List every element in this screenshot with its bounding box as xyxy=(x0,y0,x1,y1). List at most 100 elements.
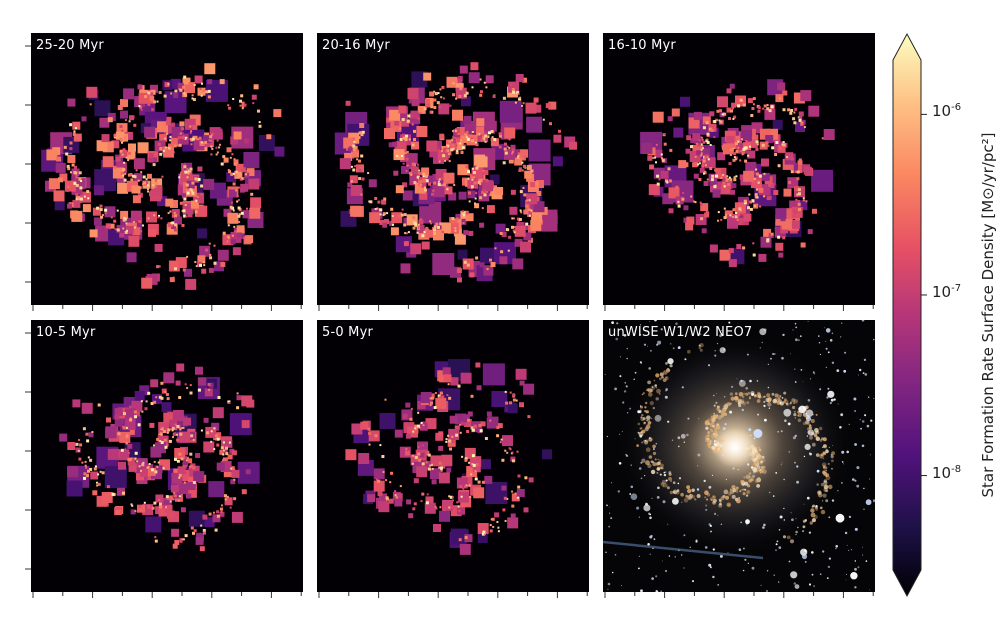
sfr-cell xyxy=(203,531,206,535)
sfr-cell xyxy=(140,108,143,111)
sfr-cell xyxy=(191,97,194,100)
star xyxy=(657,458,659,460)
star xyxy=(805,416,812,422)
sfr-cell xyxy=(511,451,514,454)
sfr-cell xyxy=(507,403,518,414)
star xyxy=(703,479,706,483)
sfr-cell xyxy=(737,146,740,149)
sfr-cell xyxy=(170,200,178,208)
sfr-cell xyxy=(160,441,164,444)
arm-knot xyxy=(761,465,766,470)
panel-label: unWISE W1/W2 NEO7 xyxy=(608,325,753,340)
sfr-cell xyxy=(119,232,125,238)
sfr-cell xyxy=(153,214,156,217)
sfr-cell xyxy=(660,153,663,156)
sfr-cell xyxy=(163,438,167,442)
sfr-cell xyxy=(209,256,213,260)
sfr-cell xyxy=(485,120,497,132)
sfr-cell xyxy=(509,206,518,215)
sfr-cell xyxy=(229,413,252,436)
sfr-cell xyxy=(179,432,183,436)
star xyxy=(796,465,799,468)
sfr-cell xyxy=(749,207,753,211)
sfr-cell xyxy=(460,372,472,384)
star xyxy=(740,521,743,524)
arm-knot xyxy=(825,473,830,477)
sfr-cell xyxy=(497,423,503,429)
star xyxy=(854,410,856,412)
sfr-cell xyxy=(445,150,448,153)
sfr-cell xyxy=(404,450,410,456)
arm-knot xyxy=(656,467,661,471)
sfr-cell xyxy=(393,149,405,161)
foreground-stars xyxy=(604,320,875,592)
star xyxy=(689,546,691,548)
star xyxy=(835,545,838,548)
sfr-cell xyxy=(230,231,242,243)
sfr-cell xyxy=(382,212,386,216)
sfr-cell xyxy=(74,178,86,190)
arm-knot xyxy=(721,411,725,416)
sfr-cell xyxy=(166,116,172,122)
sfr-cell xyxy=(418,171,422,175)
sfr-cell xyxy=(482,180,494,192)
sfr-cell xyxy=(451,139,454,142)
arm-knot xyxy=(724,413,727,416)
sfr-cell xyxy=(421,421,427,427)
star xyxy=(861,444,865,448)
sfr-cell xyxy=(466,137,470,141)
star xyxy=(731,385,734,388)
star xyxy=(717,514,719,516)
sfr-cell xyxy=(743,199,747,203)
sfr-cell xyxy=(151,468,154,472)
sfr-cell xyxy=(451,142,454,145)
sfr-cell xyxy=(728,248,734,254)
sfr-cell xyxy=(740,130,752,142)
star xyxy=(825,347,828,350)
star xyxy=(751,566,755,570)
sfr-cell xyxy=(413,478,419,484)
sfr-cell xyxy=(761,143,765,147)
sfr-cell xyxy=(504,390,507,393)
sfr-cell xyxy=(726,107,732,113)
star xyxy=(662,500,666,504)
sfr-cell xyxy=(373,480,385,492)
sfr-cell xyxy=(770,105,774,109)
sfr-cell xyxy=(75,442,79,446)
sfr-cell xyxy=(234,170,243,179)
star xyxy=(617,490,620,493)
sfr-cell xyxy=(182,85,186,89)
sfr-cell xyxy=(792,117,796,121)
star xyxy=(854,560,856,562)
sfr-cell xyxy=(483,265,494,276)
sfr-cell xyxy=(161,175,164,178)
sfr-cell xyxy=(73,181,77,185)
sfr-cell xyxy=(382,471,385,473)
sfr-cell xyxy=(110,216,113,219)
arm-knot xyxy=(719,502,722,506)
star xyxy=(792,329,794,331)
sfr-cell xyxy=(488,131,491,135)
sfr-cell xyxy=(429,404,432,407)
sfr-cell xyxy=(519,96,522,99)
sfr-cell xyxy=(441,85,445,89)
arm-knot xyxy=(718,498,722,502)
sfr-cell xyxy=(798,158,802,162)
sfr-cell xyxy=(530,209,533,212)
sfr-cell xyxy=(499,232,503,235)
sfr-cell xyxy=(184,136,188,140)
sfr-cell xyxy=(379,213,382,216)
sfr-cell xyxy=(405,433,411,439)
sfr-cell xyxy=(231,450,237,456)
sfr-cell xyxy=(176,459,180,463)
sfr-cell xyxy=(368,432,372,435)
sfr-cell xyxy=(500,250,504,254)
sfr-cell xyxy=(199,263,202,267)
star xyxy=(794,417,797,419)
sfr-cell xyxy=(512,393,516,397)
sfr-cell xyxy=(212,514,221,523)
sfr-cell xyxy=(79,197,83,201)
star xyxy=(619,375,622,378)
sfr-cell xyxy=(750,177,762,189)
sfr-cell xyxy=(510,513,516,519)
